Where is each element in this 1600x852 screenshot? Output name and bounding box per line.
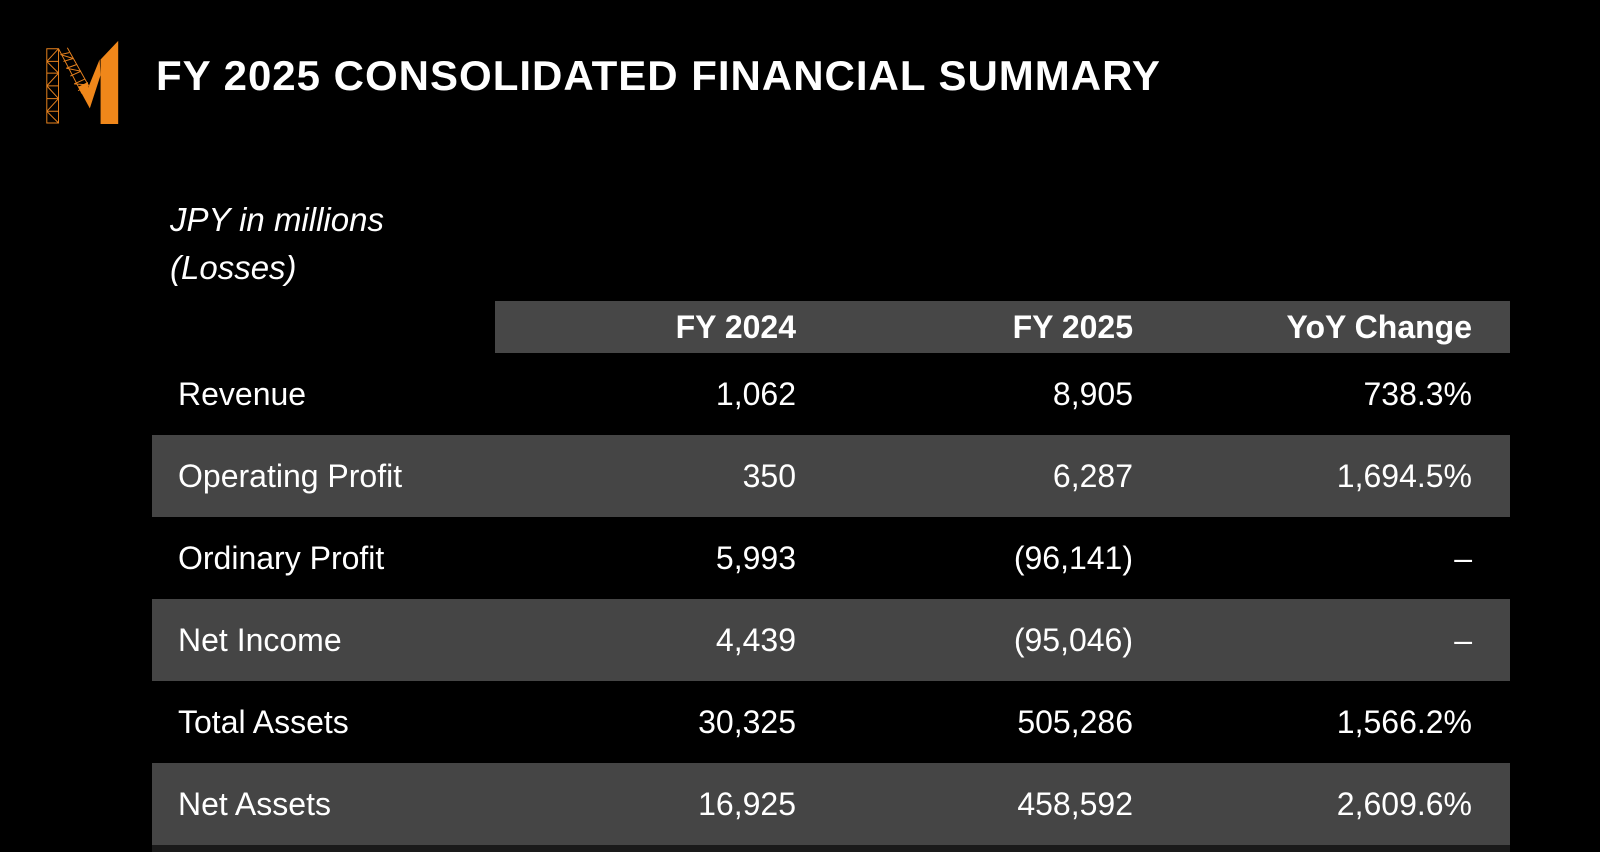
unit-note-line2: (Losses) bbox=[170, 249, 297, 286]
fy2025-value: 505,286 bbox=[1017, 703, 1133, 740]
row-label: Operating Profit bbox=[178, 457, 403, 494]
yoy-value: 1,566.2% bbox=[1336, 703, 1472, 740]
row-label: Revenue bbox=[178, 375, 307, 412]
table-row-net-assets: Net Assets 16,925 458,592 2,609.6% bbox=[152, 763, 1510, 845]
table-header-row: FY 2024 FY 2025 YoY Change bbox=[495, 301, 1510, 353]
fy2025-value: 8,905 bbox=[1052, 375, 1133, 412]
fy2024-value: 350 bbox=[742, 457, 796, 494]
column-header-fy2024: FY 2024 bbox=[675, 308, 796, 345]
fy2024-value: 1,062 bbox=[715, 375, 796, 412]
yoy-value: – bbox=[1454, 621, 1472, 658]
fy2024-value: 30,325 bbox=[698, 703, 796, 740]
fy2025-value: (96,141) bbox=[1013, 539, 1133, 576]
table-row-revenue: Revenue 1,062 8,905 738.3% bbox=[152, 353, 1510, 435]
yoy-value: 1,694.5% bbox=[1336, 457, 1472, 494]
table-row-ordinary-profit: Ordinary Profit 5,993 (96,141) – bbox=[152, 517, 1510, 599]
fy2025-value: 6,287 bbox=[1052, 457, 1133, 494]
unit-note-line1: JPY in millions bbox=[170, 201, 384, 238]
yoy-value: 2,609.6% bbox=[1336, 785, 1472, 822]
column-header-fy2025: FY 2025 bbox=[1012, 308, 1133, 345]
yoy-value: 738.3% bbox=[1363, 375, 1472, 412]
table-row-total-assets: Total Assets 30,325 505,286 1,566.2% bbox=[152, 681, 1510, 763]
row-label: Net Assets bbox=[178, 785, 331, 822]
table-row-net-income: Net Income 4,439 (95,046) – bbox=[152, 599, 1510, 681]
fy2024-value: 5,993 bbox=[715, 539, 796, 576]
fy2025-value: 458,592 bbox=[1017, 785, 1133, 822]
unit-note: JPY in millions (Losses) bbox=[170, 196, 384, 292]
yoy-value: – bbox=[1454, 539, 1472, 576]
table-row-operating-profit: Operating Profit 350 6,287 1,694.5% bbox=[152, 435, 1510, 517]
table-bottom-edge bbox=[152, 845, 1510, 852]
page-title: FY 2025 CONSOLIDATED FINANCIAL SUMMARY bbox=[156, 52, 1161, 99]
row-label: Net Income bbox=[178, 621, 342, 658]
row-label: Total Assets bbox=[178, 703, 349, 740]
column-header-yoy-change: YoY Change bbox=[1286, 308, 1472, 345]
fy2024-value: 16,925 bbox=[698, 785, 796, 822]
row-label: Ordinary Profit bbox=[178, 539, 385, 576]
fy2025-value: (95,046) bbox=[1013, 621, 1133, 658]
metaplanet-m-logo-icon bbox=[44, 36, 120, 125]
fy2024-value: 4,439 bbox=[715, 621, 796, 658]
